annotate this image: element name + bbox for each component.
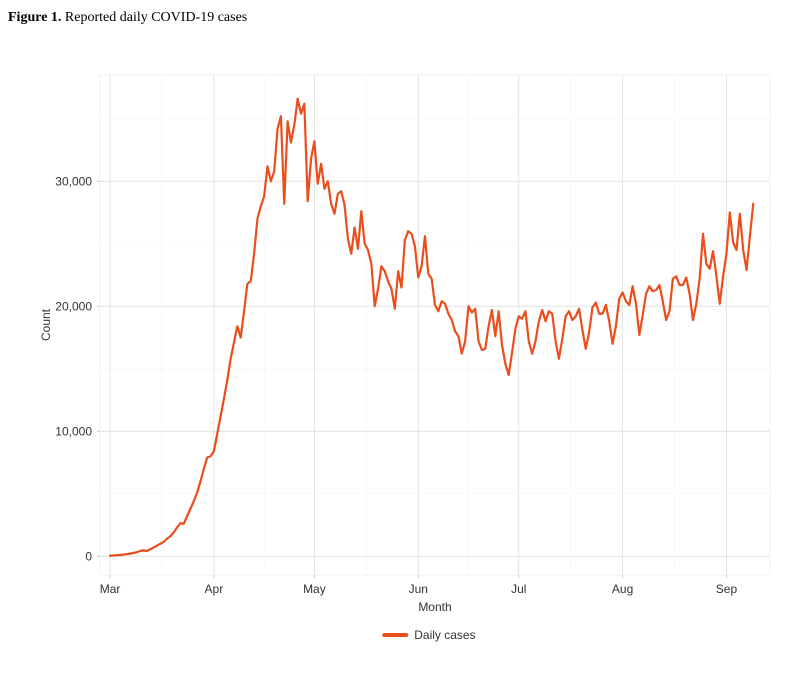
svg-text:Count: Count	[39, 308, 53, 341]
svg-text:Month: Month	[418, 600, 451, 614]
svg-text:Apr: Apr	[205, 582, 224, 596]
figure-caption-label: Figure 1.	[8, 10, 61, 25]
svg-text:20,000: 20,000	[55, 299, 92, 313]
svg-text:Jun: Jun	[409, 582, 428, 596]
figure-page: Figure 1. Reported daily COVID-19 cases …	[0, 0, 812, 678]
chart-container: 0 10,000 20,000 30,000 Mar Apr May Jun Jul Aug Sep…	[30, 55, 790, 615]
svg-text:Mar: Mar	[100, 582, 121, 596]
svg-text:May: May	[303, 582, 326, 596]
figure-caption-text: Reported daily COVID-19 cases	[65, 10, 247, 25]
svg-text:Aug: Aug	[612, 582, 633, 596]
svg-text:Sep: Sep	[716, 582, 738, 596]
svg-text:0: 0	[85, 549, 92, 563]
svg-text:Jul: Jul	[511, 582, 526, 596]
figure-caption: Figure 1. Reported daily COVID-19 cases	[8, 10, 247, 26]
svg-text:10,000: 10,000	[55, 424, 92, 438]
line-chart: 0 10,000 20,000 30,000 Mar Apr May Jun Jul Aug Sep…	[30, 55, 790, 675]
svg-text:30,000: 30,000	[55, 174, 92, 188]
svg-text:Daily cases: Daily cases	[414, 628, 475, 642]
